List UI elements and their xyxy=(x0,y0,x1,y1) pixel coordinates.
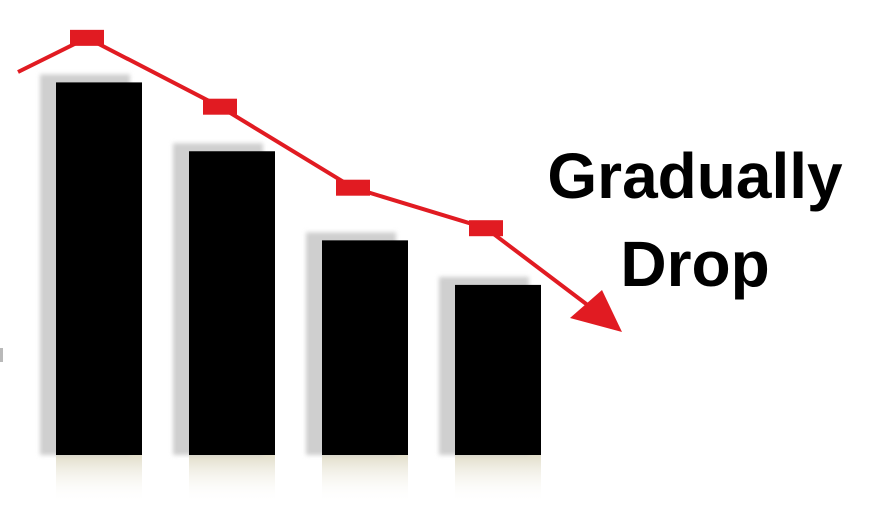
arrow-head-icon xyxy=(570,290,622,332)
trend-line xyxy=(17,29,622,332)
bar xyxy=(455,284,541,455)
bar-reflection xyxy=(189,455,275,503)
bar xyxy=(322,240,408,455)
bars xyxy=(56,82,541,456)
bar-reflection xyxy=(455,455,541,503)
edge-tick xyxy=(0,348,3,362)
trend-marker xyxy=(70,29,104,46)
bar-reflection xyxy=(322,455,408,503)
bar-reflection xyxy=(56,455,142,503)
trend-marker xyxy=(469,220,503,237)
trend-marker xyxy=(336,179,370,196)
trend-marker xyxy=(203,98,237,115)
bar xyxy=(56,82,142,456)
caption-line-2: Drop xyxy=(620,228,770,300)
bar-reflections xyxy=(56,455,541,503)
caption-line-1: Gradually xyxy=(547,140,843,212)
bar xyxy=(189,151,275,455)
chart-caption: Gradually Drop xyxy=(530,132,860,308)
